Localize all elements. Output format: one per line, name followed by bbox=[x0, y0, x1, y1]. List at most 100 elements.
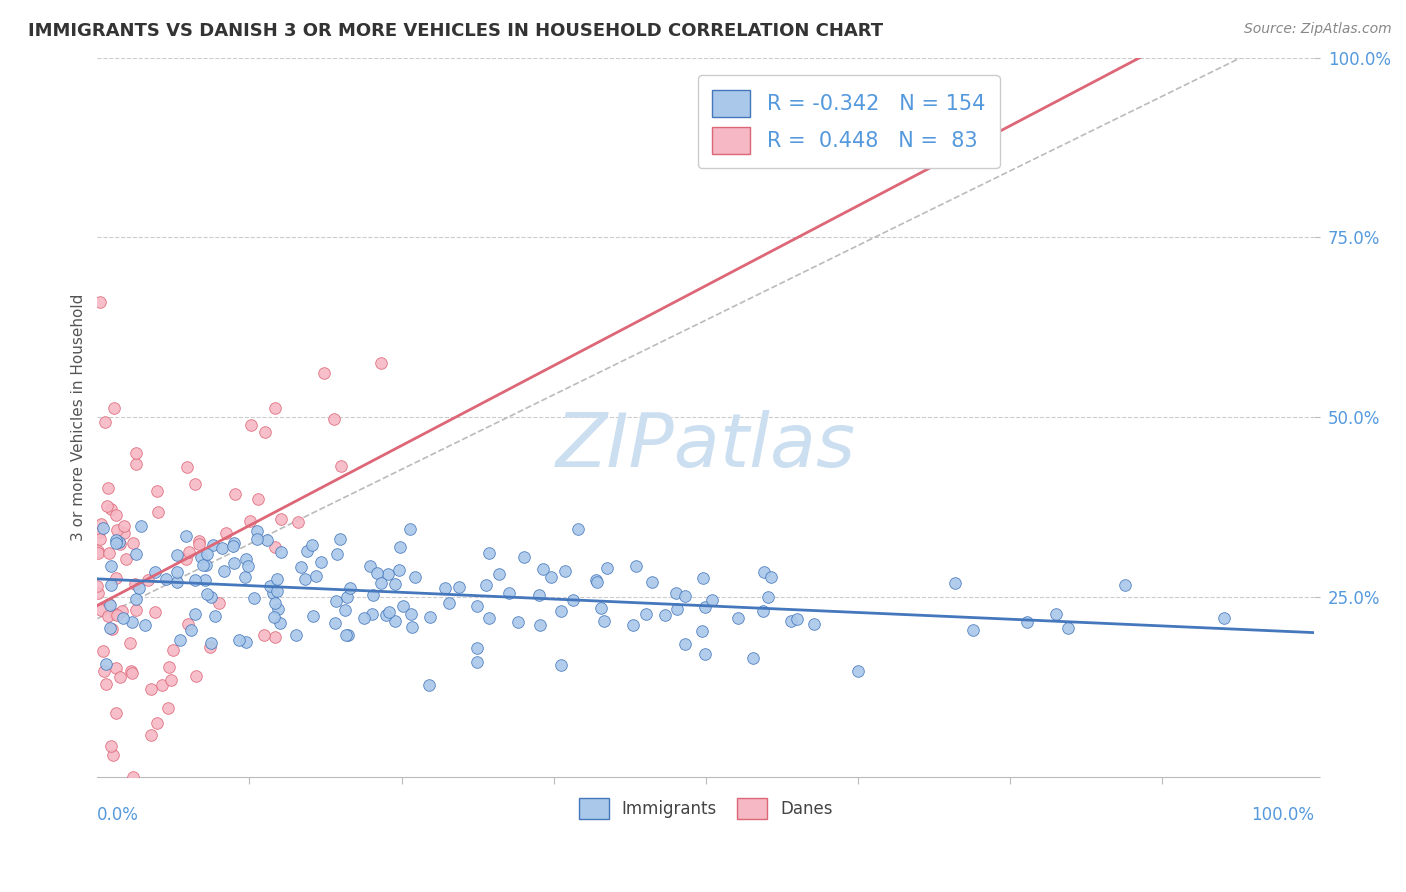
Point bbox=[301, 538, 323, 552]
Point bbox=[634, 607, 657, 621]
Point bbox=[290, 559, 312, 574]
Point bbox=[191, 558, 214, 573]
Point bbox=[157, 701, 180, 715]
Point bbox=[751, 604, 773, 618]
Point bbox=[392, 599, 415, 614]
Point bbox=[94, 657, 117, 672]
Point bbox=[263, 630, 285, 644]
Point bbox=[259, 579, 281, 593]
Point bbox=[146, 483, 169, 498]
Point bbox=[786, 612, 808, 626]
Point bbox=[742, 650, 765, 665]
Point bbox=[756, 590, 779, 604]
Point bbox=[129, 519, 152, 533]
Point bbox=[693, 599, 716, 614]
Point bbox=[465, 599, 488, 613]
Point bbox=[125, 446, 148, 460]
Point bbox=[200, 590, 222, 604]
Point bbox=[263, 609, 285, 624]
Point bbox=[692, 572, 714, 586]
Point bbox=[404, 570, 426, 584]
Point bbox=[266, 572, 288, 586]
Point bbox=[222, 540, 245, 554]
Point bbox=[235, 635, 257, 649]
Point bbox=[389, 540, 412, 554]
Point bbox=[100, 559, 122, 574]
Point bbox=[98, 621, 121, 635]
Point bbox=[183, 607, 205, 621]
Point bbox=[125, 592, 148, 607]
Point bbox=[336, 590, 359, 604]
Point bbox=[155, 572, 177, 586]
Point bbox=[262, 585, 284, 599]
Point bbox=[550, 657, 572, 672]
Point bbox=[339, 581, 361, 595]
Point bbox=[222, 536, 245, 550]
Point bbox=[388, 564, 411, 578]
Point bbox=[94, 676, 117, 690]
Y-axis label: 3 or more Vehicles in Household: 3 or more Vehicles in Household bbox=[72, 293, 86, 541]
Point bbox=[224, 486, 246, 500]
Point bbox=[366, 566, 388, 580]
Point bbox=[100, 739, 122, 754]
Point bbox=[305, 569, 328, 583]
Point bbox=[513, 549, 536, 564]
Point bbox=[112, 611, 135, 625]
Point bbox=[105, 608, 128, 623]
Point bbox=[540, 570, 562, 584]
Point bbox=[256, 533, 278, 547]
Point bbox=[377, 567, 399, 582]
Point bbox=[375, 607, 398, 622]
Point bbox=[270, 511, 292, 525]
Point bbox=[803, 617, 825, 632]
Point bbox=[266, 584, 288, 599]
Point bbox=[673, 589, 696, 603]
Point bbox=[169, 632, 191, 647]
Point bbox=[104, 607, 127, 621]
Point bbox=[353, 611, 375, 625]
Point bbox=[1212, 611, 1234, 625]
Point bbox=[195, 587, 218, 601]
Point bbox=[263, 540, 285, 554]
Point bbox=[384, 576, 406, 591]
Text: 100.0%: 100.0% bbox=[1251, 805, 1315, 823]
Point bbox=[98, 546, 121, 560]
Point bbox=[146, 505, 169, 519]
Point bbox=[91, 644, 114, 658]
Point bbox=[136, 574, 159, 588]
Point bbox=[567, 522, 589, 536]
Point bbox=[200, 636, 222, 650]
Point bbox=[202, 537, 225, 551]
Point bbox=[264, 401, 287, 415]
Point bbox=[101, 622, 124, 636]
Point bbox=[246, 532, 269, 546]
Point bbox=[111, 604, 134, 618]
Point bbox=[465, 655, 488, 669]
Point bbox=[270, 545, 292, 559]
Point bbox=[378, 605, 401, 619]
Point bbox=[621, 617, 644, 632]
Point bbox=[527, 588, 550, 602]
Point bbox=[186, 669, 208, 683]
Point bbox=[114, 552, 136, 566]
Point bbox=[108, 537, 131, 551]
Point bbox=[107, 535, 129, 549]
Point bbox=[97, 482, 120, 496]
Point bbox=[198, 640, 221, 655]
Point bbox=[401, 620, 423, 634]
Point bbox=[508, 615, 530, 629]
Point bbox=[1057, 621, 1080, 635]
Point bbox=[122, 770, 145, 784]
Point bbox=[361, 588, 384, 602]
Point bbox=[962, 624, 984, 638]
Point bbox=[690, 624, 713, 639]
Point bbox=[330, 458, 353, 473]
Point bbox=[105, 523, 128, 537]
Point bbox=[269, 616, 291, 631]
Point bbox=[592, 615, 614, 629]
Point bbox=[780, 614, 803, 628]
Point bbox=[370, 575, 392, 590]
Point bbox=[240, 417, 263, 432]
Point bbox=[176, 460, 198, 475]
Point bbox=[93, 665, 115, 679]
